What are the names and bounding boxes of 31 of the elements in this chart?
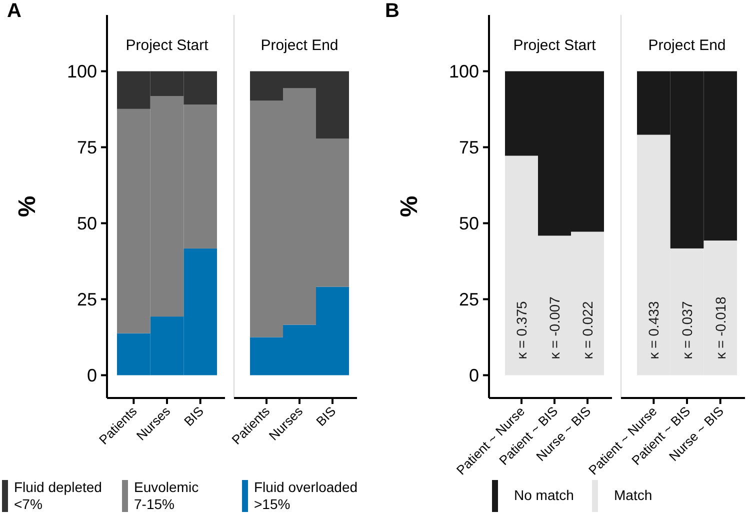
annotation: κ = 0.037 [679, 301, 695, 360]
annotation: κ = -0.007 [546, 296, 562, 360]
text: A [7, 0, 22, 22]
legend-label: Match [614, 487, 652, 503]
x-tick-label: BIS [181, 403, 207, 429]
y-tick-label: 100 [448, 62, 479, 82]
legend-label: Euvolemic 7-15% [134, 479, 199, 512]
y-tick-label: 25 [76, 290, 97, 310]
y-tick-label: 50 [458, 214, 479, 234]
x-tick-label: BIS [313, 403, 339, 429]
annotation: κ = 0.433 [646, 301, 662, 360]
text: Project End [260, 37, 338, 54]
text: Project Start [126, 37, 210, 54]
y-tick-label: 0 [468, 366, 479, 386]
legend-label: Fluid depleted <7% [14, 479, 102, 512]
annotation: κ = 0.022 [580, 301, 596, 360]
y-tick-label: 25 [458, 290, 479, 310]
y-tick-label: 50 [76, 214, 97, 234]
text: B [385, 0, 400, 22]
y-tick-label: 75 [76, 138, 97, 158]
text: Project End [648, 37, 726, 54]
annotation: κ = 0.375 [514, 301, 530, 360]
legend-label: No match [514, 487, 574, 503]
y-tick-label: 75 [458, 138, 479, 158]
annotation: κ = -0.018 [712, 296, 728, 360]
legend-label: Fluid overloaded >15% [254, 479, 358, 512]
y-tick-label: 100 [66, 62, 97, 82]
y-axis-title: % [396, 196, 423, 218]
y-tick-label: 0 [86, 366, 97, 386]
y-axis-title: % [14, 196, 41, 218]
text: Project Start [513, 37, 597, 54]
